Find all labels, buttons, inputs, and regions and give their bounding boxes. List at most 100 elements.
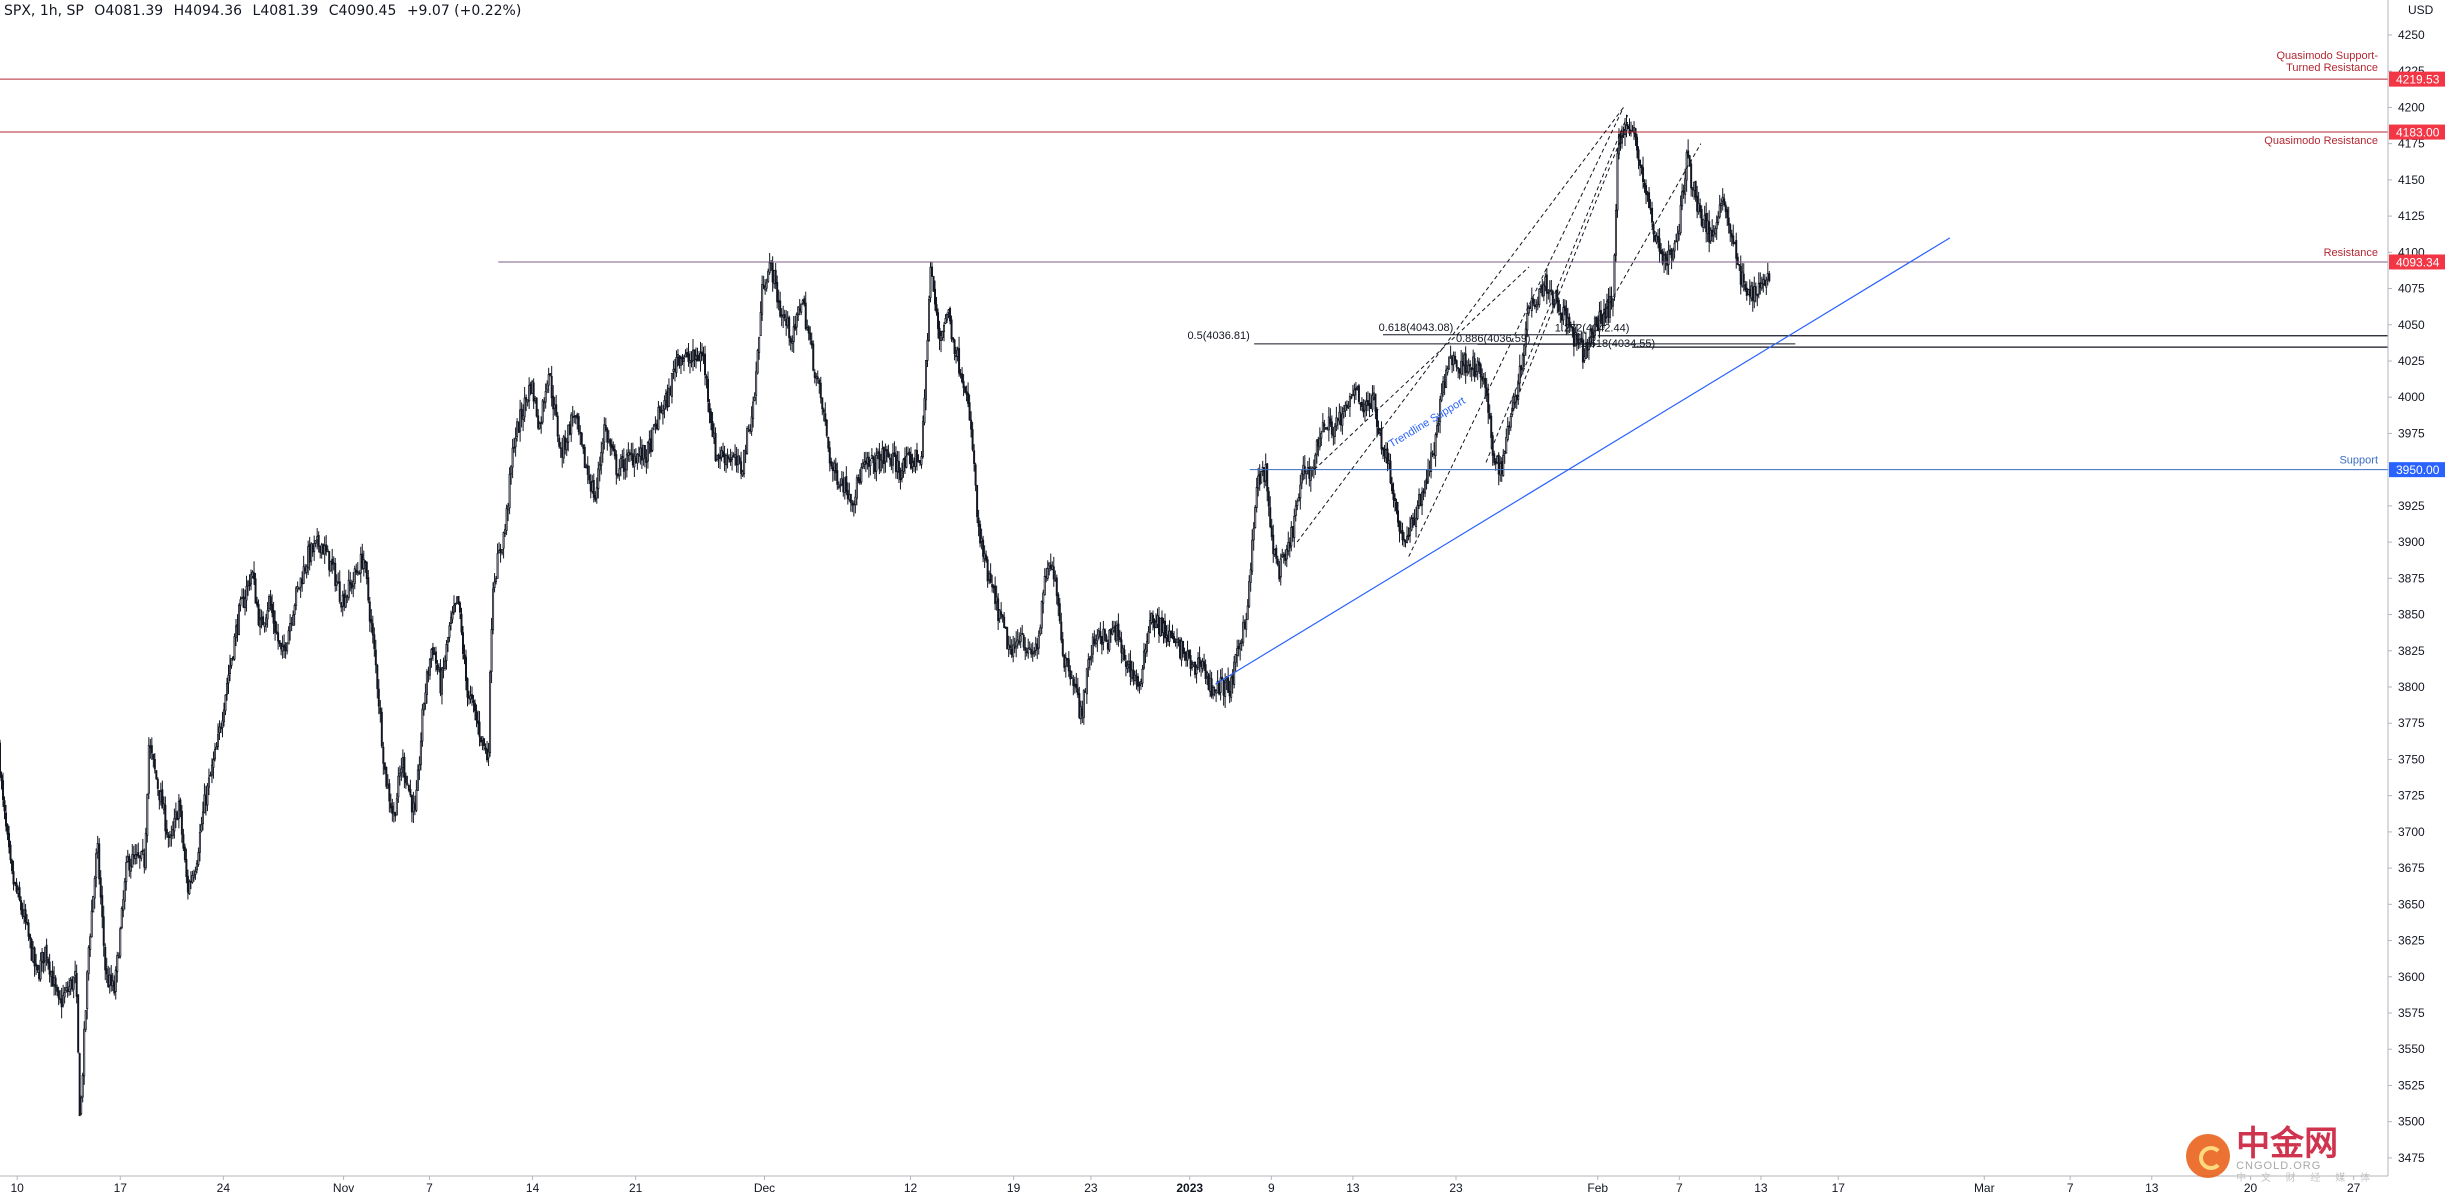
candle-body <box>434 651 437 664</box>
candle-body <box>1421 491 1424 506</box>
candle-body <box>1120 639 1123 654</box>
candle-body <box>568 424 571 436</box>
candle-body <box>553 404 556 409</box>
candle-body <box>935 304 938 313</box>
candle-body <box>950 319 953 340</box>
candle-body <box>338 581 341 602</box>
candle-body <box>1413 519 1416 526</box>
candle-body <box>1291 526 1294 538</box>
candle-body <box>6 824 9 835</box>
candle-body <box>1213 689 1216 692</box>
candle-body <box>1369 404 1372 409</box>
candle-body <box>487 751 490 759</box>
candle-body <box>1401 530 1404 541</box>
candle-body <box>1333 426 1336 437</box>
candle-body <box>63 992 66 998</box>
candle-body <box>1488 413 1491 419</box>
candle-body <box>734 454 737 458</box>
candle-body <box>997 598 1000 621</box>
candle-body <box>615 454 618 475</box>
candle-body <box>29 934 32 940</box>
fib-1.618-label: 1.618(4034.55) <box>1581 338 1656 350</box>
candle-body <box>652 424 655 427</box>
candle-body <box>1055 577 1058 597</box>
candle-body <box>1281 554 1284 558</box>
candle-body <box>1717 216 1720 224</box>
candle-body <box>576 414 579 419</box>
candle-body <box>1502 454 1505 477</box>
candle-body <box>1684 178 1687 195</box>
candle-body <box>401 757 404 768</box>
candle-body <box>864 460 867 465</box>
candle-body <box>1472 356 1475 369</box>
candle-body <box>762 284 765 289</box>
candle-body <box>377 688 380 707</box>
candle-body <box>1154 621 1157 628</box>
candle-body <box>320 544 323 554</box>
candle-body <box>50 971 53 977</box>
candle-body <box>92 895 95 913</box>
candle-body <box>1272 534 1275 555</box>
candle-body <box>771 262 774 283</box>
candle-body <box>1179 639 1182 659</box>
candle-body <box>1167 634 1170 642</box>
candle-body <box>1542 284 1545 297</box>
candle-body <box>268 595 271 610</box>
y-tick-label: 3475 <box>2398 1151 2425 1165</box>
candle-body <box>1639 159 1642 166</box>
candle-body <box>1201 660 1204 669</box>
candle-body <box>698 359 701 362</box>
watermark-cn: 中金网 <box>2236 1124 2339 1164</box>
candle-body <box>815 375 818 379</box>
candle-body <box>667 387 670 407</box>
candle-body <box>633 455 636 468</box>
candle-body <box>1642 167 1645 183</box>
candle-body <box>776 281 779 303</box>
candle-body <box>1664 253 1667 260</box>
candle-body <box>122 899 125 911</box>
candle-body <box>1404 540 1407 543</box>
candle-body <box>929 266 932 299</box>
candle-body <box>1312 467 1315 470</box>
candles <box>0 114 1771 1117</box>
candle-body <box>1347 404 1350 408</box>
candle-body <box>1541 284 1544 296</box>
candle-body <box>1517 380 1520 400</box>
candle-body <box>1225 678 1228 682</box>
candle-body <box>1736 256 1739 265</box>
candle-body <box>1750 285 1753 299</box>
x-tick-label: 14 <box>526 1181 540 1195</box>
candle-body <box>1058 603 1061 622</box>
candle-body <box>1723 198 1726 206</box>
candle-body <box>1539 285 1542 289</box>
candle-body <box>334 562 337 587</box>
candle-body <box>1726 209 1729 218</box>
candle-body <box>1124 661 1127 667</box>
candle-body <box>1171 633 1174 639</box>
candle-body <box>1568 316 1571 326</box>
candle-body <box>819 382 822 399</box>
candle-body <box>522 415 525 421</box>
support-badge <box>2389 462 2445 478</box>
candle-body <box>804 302 807 329</box>
candle-body <box>247 581 250 586</box>
candle-body <box>1622 132 1625 135</box>
candle-body <box>646 442 649 462</box>
candle-body <box>192 874 195 878</box>
candle-body <box>938 327 941 340</box>
candle-body <box>714 432 717 461</box>
candle-body <box>1527 307 1530 314</box>
y-tick-label: 4050 <box>2398 318 2425 332</box>
candle-body <box>1448 356 1451 370</box>
candle-body <box>141 849 144 853</box>
candle-body <box>371 623 374 636</box>
candle-body <box>343 593 346 607</box>
candle-body <box>1440 393 1443 401</box>
candle-body <box>225 683 228 695</box>
candle-body <box>1282 554 1285 557</box>
candle-body <box>235 625 238 638</box>
candle-body <box>27 922 30 937</box>
candle-body <box>610 443 613 449</box>
candle-body <box>525 397 528 401</box>
